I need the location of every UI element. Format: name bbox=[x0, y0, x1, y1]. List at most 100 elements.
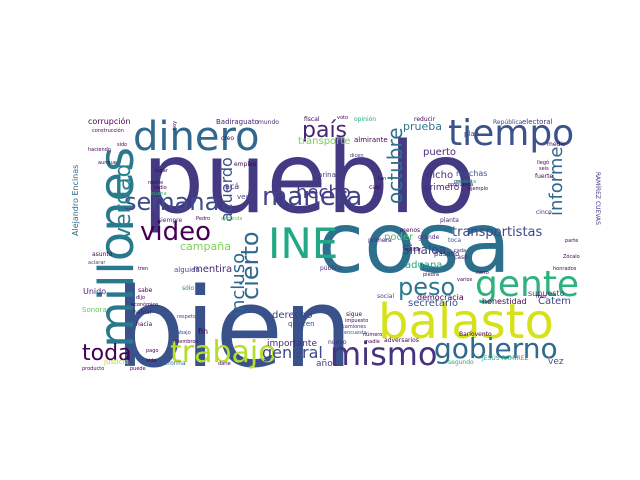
word-democracia: democracia bbox=[417, 293, 464, 302]
word-transporte: transporte bbox=[298, 136, 350, 147]
word-video: video bbox=[140, 217, 211, 247]
word-segundo: segundo bbox=[448, 359, 474, 366]
word-menos: menos bbox=[400, 227, 420, 234]
word-general: general bbox=[262, 343, 323, 362]
word-reforma: reforma bbox=[162, 360, 186, 367]
word-fuerte: fuerte bbox=[535, 173, 553, 180]
word-almirante: almirante bbox=[354, 136, 388, 144]
word-cierto: cierto bbox=[236, 231, 264, 300]
word-dijo: dijo bbox=[136, 295, 145, 301]
word-campana: campaña bbox=[180, 240, 231, 253]
word-producto: producto bbox=[82, 366, 104, 372]
word-hacia: hacia bbox=[136, 321, 152, 328]
word-verdad: verdad bbox=[111, 163, 136, 240]
word-semana: semana bbox=[124, 188, 219, 216]
word-reducir: reducir bbox=[414, 116, 436, 123]
word-siempre: siempre bbox=[158, 217, 182, 224]
word-puede: puede bbox=[130, 366, 146, 372]
word-aclarar: aclarar bbox=[88, 260, 106, 266]
word-octubre: octubre bbox=[383, 127, 407, 204]
word-informe: informe bbox=[546, 147, 567, 216]
word-medio: medio bbox=[547, 141, 566, 148]
word-barlovento: Barlovento bbox=[459, 331, 492, 338]
word-asunto: asunto bbox=[92, 251, 113, 258]
word-republica: República bbox=[493, 119, 523, 126]
word-miembros: miembros bbox=[173, 339, 198, 345]
word-peso: peso bbox=[398, 273, 455, 301]
word-darle: darle bbox=[218, 361, 231, 367]
word-planta: planta bbox=[440, 217, 459, 224]
word-molesta: molesta bbox=[456, 179, 476, 185]
word-supuesto: supuesto bbox=[528, 289, 565, 298]
word-fin: fin bbox=[198, 327, 208, 336]
word-honrados: honrados bbox=[553, 266, 577, 272]
word-economico: económico bbox=[131, 301, 158, 308]
word-sinaloa: Sinaloa bbox=[402, 243, 446, 257]
word-cosa: cosa bbox=[318, 194, 511, 292]
word-radio: radio bbox=[154, 185, 167, 191]
word-tren: tren bbox=[138, 266, 148, 272]
word-jesus: JESÚS RAMÍREZ bbox=[481, 355, 529, 362]
word-hecho: hecho bbox=[296, 182, 351, 203]
word-segunda: segunda bbox=[221, 216, 242, 222]
word-caso: caso bbox=[454, 254, 468, 261]
word-construccion: construcción bbox=[92, 127, 124, 134]
word-aduana: aduana bbox=[405, 260, 442, 271]
word-sigue: sigue bbox=[346, 311, 362, 318]
word-aca: acá bbox=[225, 182, 239, 191]
word-numero: número bbox=[363, 331, 382, 338]
word-abajo: abajo bbox=[177, 330, 191, 336]
word-secretario: secretario bbox=[408, 298, 458, 309]
word-zocalo: Zócalo bbox=[563, 253, 580, 260]
word-acuerdo: acuerdo bbox=[217, 157, 236, 222]
word-vez: vez bbox=[548, 357, 564, 367]
word-electoral: electoral bbox=[522, 118, 553, 126]
word-badiraguato: Badiraguato bbox=[216, 118, 259, 126]
word-opinion: opinión bbox=[354, 116, 376, 123]
word-catem: Catem bbox=[538, 296, 571, 307]
word-alguien: alguien bbox=[174, 266, 200, 274]
word-ramirez-cuevas: RAMÍREZ CUEVAS bbox=[594, 172, 601, 225]
word-primero: primero bbox=[424, 183, 460, 193]
word-ine: INE bbox=[268, 219, 338, 268]
word-dinero: dinero bbox=[133, 114, 260, 160]
word-aunque: aunque bbox=[98, 160, 117, 166]
word-toda: toda bbox=[82, 341, 132, 366]
word-pais: país bbox=[302, 118, 347, 143]
word-sabe: sabe bbox=[138, 287, 153, 294]
word-unido: Unido bbox=[83, 287, 106, 296]
word-cada: cada bbox=[454, 248, 466, 254]
word-impuesto: impuesto bbox=[345, 318, 368, 324]
word-importante: importante bbox=[267, 339, 317, 349]
word-derecho: derecho bbox=[272, 310, 313, 321]
word-empleo: empleo bbox=[234, 161, 257, 168]
word-pasado: pasado bbox=[434, 250, 459, 258]
word-carro: carro bbox=[476, 270, 489, 276]
word-dicen: dicen bbox=[350, 153, 364, 159]
word-gente: gente bbox=[475, 264, 579, 305]
word-pago: pago bbox=[146, 348, 158, 354]
word-grande: grande bbox=[418, 234, 440, 241]
word-gobierno: gobierno bbox=[434, 332, 558, 365]
word-seis: seis bbox=[539, 166, 549, 172]
word-tiempo: tiempo bbox=[448, 113, 574, 154]
word-mismo: mismo bbox=[330, 335, 437, 373]
word-respeto: respeto bbox=[177, 314, 196, 320]
word-solo: sólo bbox=[182, 285, 194, 292]
word-creo: creo bbox=[221, 135, 234, 142]
word-poder: poder bbox=[384, 232, 414, 243]
word-politica: política bbox=[454, 178, 472, 185]
word-honestidad: honestidad bbox=[482, 297, 527, 306]
word-quieren: quieren bbox=[288, 320, 315, 328]
word-hablar: hablar bbox=[133, 309, 153, 316]
word-llego: llegó bbox=[537, 159, 549, 166]
word-mentira: mentira bbox=[193, 264, 232, 275]
word-dicho: dicho bbox=[426, 170, 453, 181]
word-millones: millones bbox=[89, 147, 145, 348]
word-haciendo: haciendo bbox=[88, 147, 111, 153]
word-publico: público bbox=[320, 265, 342, 272]
word-toca: toca bbox=[448, 237, 461, 244]
word-voto: voto bbox=[337, 115, 348, 121]
word-prueba: prueba bbox=[403, 120, 442, 133]
